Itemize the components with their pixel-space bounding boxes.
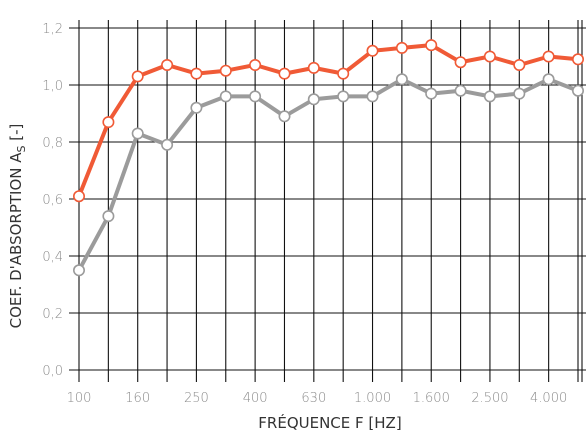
data-point	[307, 61, 320, 74]
points-layer	[73, 39, 584, 277]
y-axis-label-main: COEF. D'ABSORPTION A	[7, 152, 25, 329]
data-point	[366, 90, 379, 103]
data-point	[161, 58, 174, 71]
x-tick-label: 160	[125, 391, 150, 406]
y-tick-label: 0,2	[42, 307, 63, 322]
data-point	[278, 110, 291, 123]
y-tick-label: 0,0	[42, 364, 63, 379]
data-point	[366, 44, 379, 57]
x-tick-label: 2.500	[471, 391, 508, 406]
data-point	[102, 116, 115, 129]
data-point	[249, 90, 262, 103]
x-tick-label: 4.000	[530, 391, 567, 406]
x-tick-label: 100	[67, 391, 92, 406]
y-axis-label: COEF. D'ABSORPTION AS [-]	[7, 124, 28, 329]
data-point	[483, 50, 496, 63]
data-point	[219, 90, 232, 103]
data-point	[425, 39, 438, 52]
data-point	[73, 190, 86, 203]
data-point	[395, 73, 408, 86]
y-axis-label-subscript: S	[15, 145, 28, 152]
data-point	[102, 210, 115, 223]
data-point	[161, 138, 174, 151]
data-point	[454, 56, 467, 69]
x-tick-label: 250	[184, 391, 209, 406]
x-axis-label: FRÉQUENCE F [HZ]	[258, 413, 401, 432]
y-tick-label: 0,4	[42, 250, 63, 265]
data-point	[337, 67, 350, 80]
series-line-0	[77, 43, 580, 199]
data-point	[454, 84, 467, 97]
y-tick-label: 0,8	[42, 136, 63, 151]
data-point	[131, 127, 144, 140]
data-point	[190, 101, 203, 114]
data-point	[571, 84, 584, 97]
y-tick-label: 1,2	[42, 22, 63, 37]
y-tick-label: 1,0	[42, 79, 63, 94]
data-point	[73, 264, 86, 277]
series-layer	[77, 43, 580, 273]
x-tick-label: 1.000	[354, 391, 391, 406]
data-point	[249, 58, 262, 71]
x-tick-label: 400	[243, 391, 268, 406]
data-point	[219, 64, 232, 77]
series-line-1	[77, 77, 580, 273]
data-point	[542, 50, 555, 63]
x-tick-label: 1.600	[413, 391, 450, 406]
data-point	[337, 90, 350, 103]
data-point	[571, 53, 584, 66]
data-point	[425, 87, 438, 100]
data-point	[278, 67, 291, 80]
data-point	[307, 93, 320, 106]
data-point	[542, 73, 555, 86]
tick-labels: 0,0 0,2 0,4 0,6 0,8 1,0 1,2 100 160 250 400 630 1.00…	[42, 22, 567, 406]
y-tick-label: 0,6	[42, 193, 63, 208]
data-point	[483, 90, 496, 103]
x-tick-label: 630	[301, 391, 326, 406]
y-axis-label-unit: [-]	[7, 124, 25, 146]
data-point	[131, 70, 144, 83]
data-point	[513, 87, 526, 100]
data-point	[190, 67, 203, 80]
data-point	[395, 41, 408, 54]
data-point	[513, 58, 526, 71]
